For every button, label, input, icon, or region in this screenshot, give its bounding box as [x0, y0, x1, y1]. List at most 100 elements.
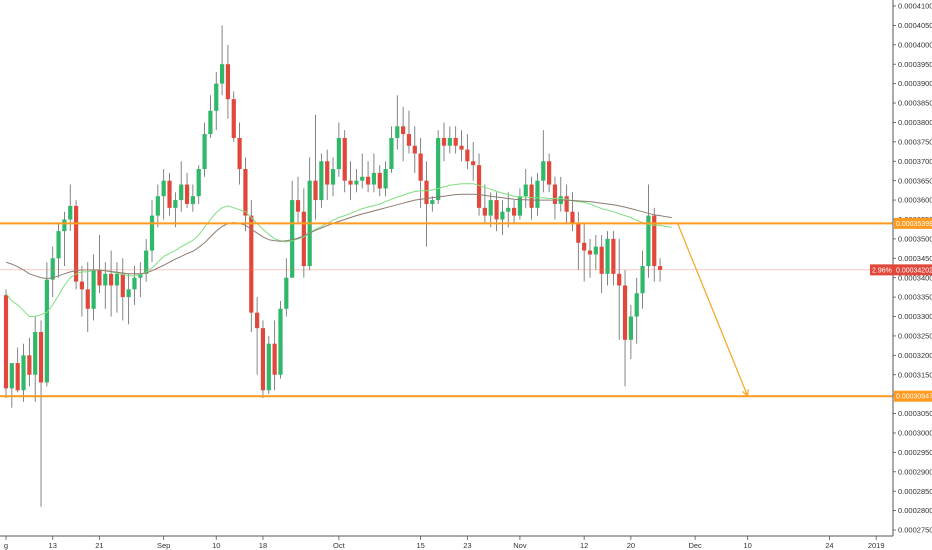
candle-down: [301, 211, 306, 267]
levels-layer: [0, 222, 893, 398]
candle-up: [179, 184, 184, 201]
candle-down: [564, 196, 569, 212]
candle-up: [500, 211, 505, 220]
x-tick-label: Oct: [333, 541, 346, 550]
candle-down: [15, 363, 20, 391]
candle-down: [582, 242, 587, 251]
x-tick-label: 10: [744, 541, 752, 550]
candle-down: [576, 223, 581, 243]
candle-down: [79, 281, 85, 290]
candle-up: [202, 134, 207, 170]
candle-up: [395, 126, 400, 138]
candle-down: [27, 355, 32, 375]
candle-down: [243, 169, 248, 216]
candle-down: [401, 126, 406, 135]
candle-up: [383, 169, 388, 189]
resistance-price-label: 0.00035399: [896, 221, 932, 228]
candle-up: [114, 273, 120, 286]
candle-up: [640, 266, 645, 294]
candle-down: [109, 273, 114, 286]
x-tick-label: 10: [212, 541, 220, 550]
y-tick-label: 0.00027500: [898, 526, 932, 535]
candles-layer: [3, 25, 663, 507]
candle-down: [611, 238, 616, 274]
support-price-label: 0.00030947: [896, 394, 932, 401]
ma-slow-line: [5, 193, 672, 280]
candle-up: [284, 277, 289, 309]
candle-up: [138, 273, 143, 278]
candle-up: [319, 161, 324, 201]
candle-down: [587, 250, 593, 255]
candle-down: [255, 312, 260, 329]
candle-up: [103, 273, 108, 286]
candle-down: [73, 205, 79, 282]
candle-up: [44, 279, 49, 383]
candle-down: [657, 266, 663, 270]
candle-down: [552, 184, 558, 204]
candle-up: [360, 176, 365, 181]
x-tick-label: 15: [416, 541, 424, 550]
support-price-badge: [894, 390, 932, 402]
candle-up: [190, 196, 195, 204]
candle-down: [494, 200, 499, 220]
candle-down: [225, 64, 231, 100]
candle-up: [634, 293, 639, 317]
candle-down: [313, 180, 318, 201]
candle-up: [149, 215, 155, 251]
x-tick-label: 12: [580, 541, 588, 550]
candle-up: [541, 161, 546, 181]
candle-up: [68, 205, 73, 220]
candle-down: [120, 273, 125, 298]
candle-up: [517, 196, 523, 216]
candle-up: [523, 184, 528, 197]
candle-up: [219, 64, 225, 84]
projection-layer: [677, 223, 749, 398]
candle-up: [50, 258, 55, 280]
change-percent-label: 2.96%: [872, 267, 892, 274]
candle-down: [184, 184, 190, 204]
candle-down: [471, 161, 476, 166]
moving-averages-layer: [5, 183, 672, 317]
candle-down: [465, 149, 470, 162]
price-badges: 0.00035399 0.00030947 2.96% 0.00034202: [870, 217, 932, 402]
x-tick-label: Sep: [157, 541, 170, 550]
candle-down: [325, 161, 330, 185]
x-tick-label: 20: [627, 541, 635, 550]
candle-up: [371, 172, 377, 185]
candle-up: [9, 363, 14, 389]
candle-up: [266, 343, 271, 391]
candle-down: [652, 215, 657, 267]
candle-up: [62, 219, 67, 232]
candle-down: [459, 145, 464, 150]
candle-up: [290, 200, 295, 278]
candle-down: [365, 176, 371, 185]
change-percent-badge: [870, 264, 894, 276]
candle-down: [3, 295, 9, 389]
candle-up: [430, 200, 435, 204]
candle-down: [570, 211, 575, 224]
candle-down: [406, 134, 412, 146]
projection-arrow-head: [742, 389, 749, 398]
candle-up: [506, 207, 511, 212]
candle-down: [167, 180, 172, 208]
candle-down: [617, 273, 622, 286]
x-tick-label: g: [4, 541, 8, 550]
current-price-label: 0.00034202: [896, 267, 932, 274]
candle-down: [547, 161, 552, 185]
candle-up: [196, 169, 201, 197]
candle-down: [237, 137, 242, 170]
x-axis-ticks[interactable]: g1321Sep1018Oct1523Nov1220Dec1024201914: [4, 536, 932, 550]
